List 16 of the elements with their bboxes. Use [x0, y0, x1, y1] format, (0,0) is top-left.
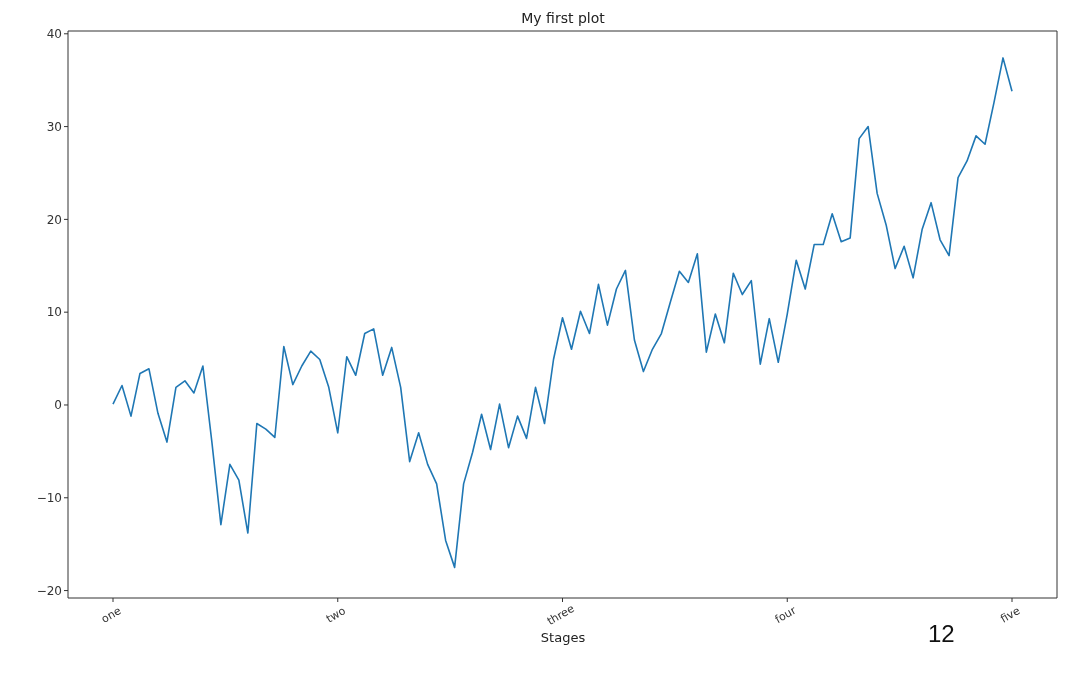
y-tick-label: −10 — [36, 491, 62, 506]
text: 12 — [928, 620, 955, 648]
chart-title: My first plot — [520, 10, 606, 26]
y-tick-label: 30 — [46, 119, 62, 134]
y-tick-label: 0 — [54, 398, 62, 413]
y-tick-label: 10 — [46, 305, 62, 320]
y-tick-label: 20 — [46, 212, 62, 227]
y-tick-label: −20 — [36, 583, 62, 598]
x-tick-label: five — [998, 604, 1023, 626]
x-tick-label: three — [544, 601, 577, 628]
y-tick-label: 40 — [46, 27, 62, 42]
x-tick-label: two — [324, 604, 349, 626]
line-series — [112, 57, 1013, 569]
x-tick-label: four — [772, 603, 799, 627]
x-tick-label: one — [99, 604, 124, 626]
x-axis-title: Stages — [540, 630, 586, 645]
